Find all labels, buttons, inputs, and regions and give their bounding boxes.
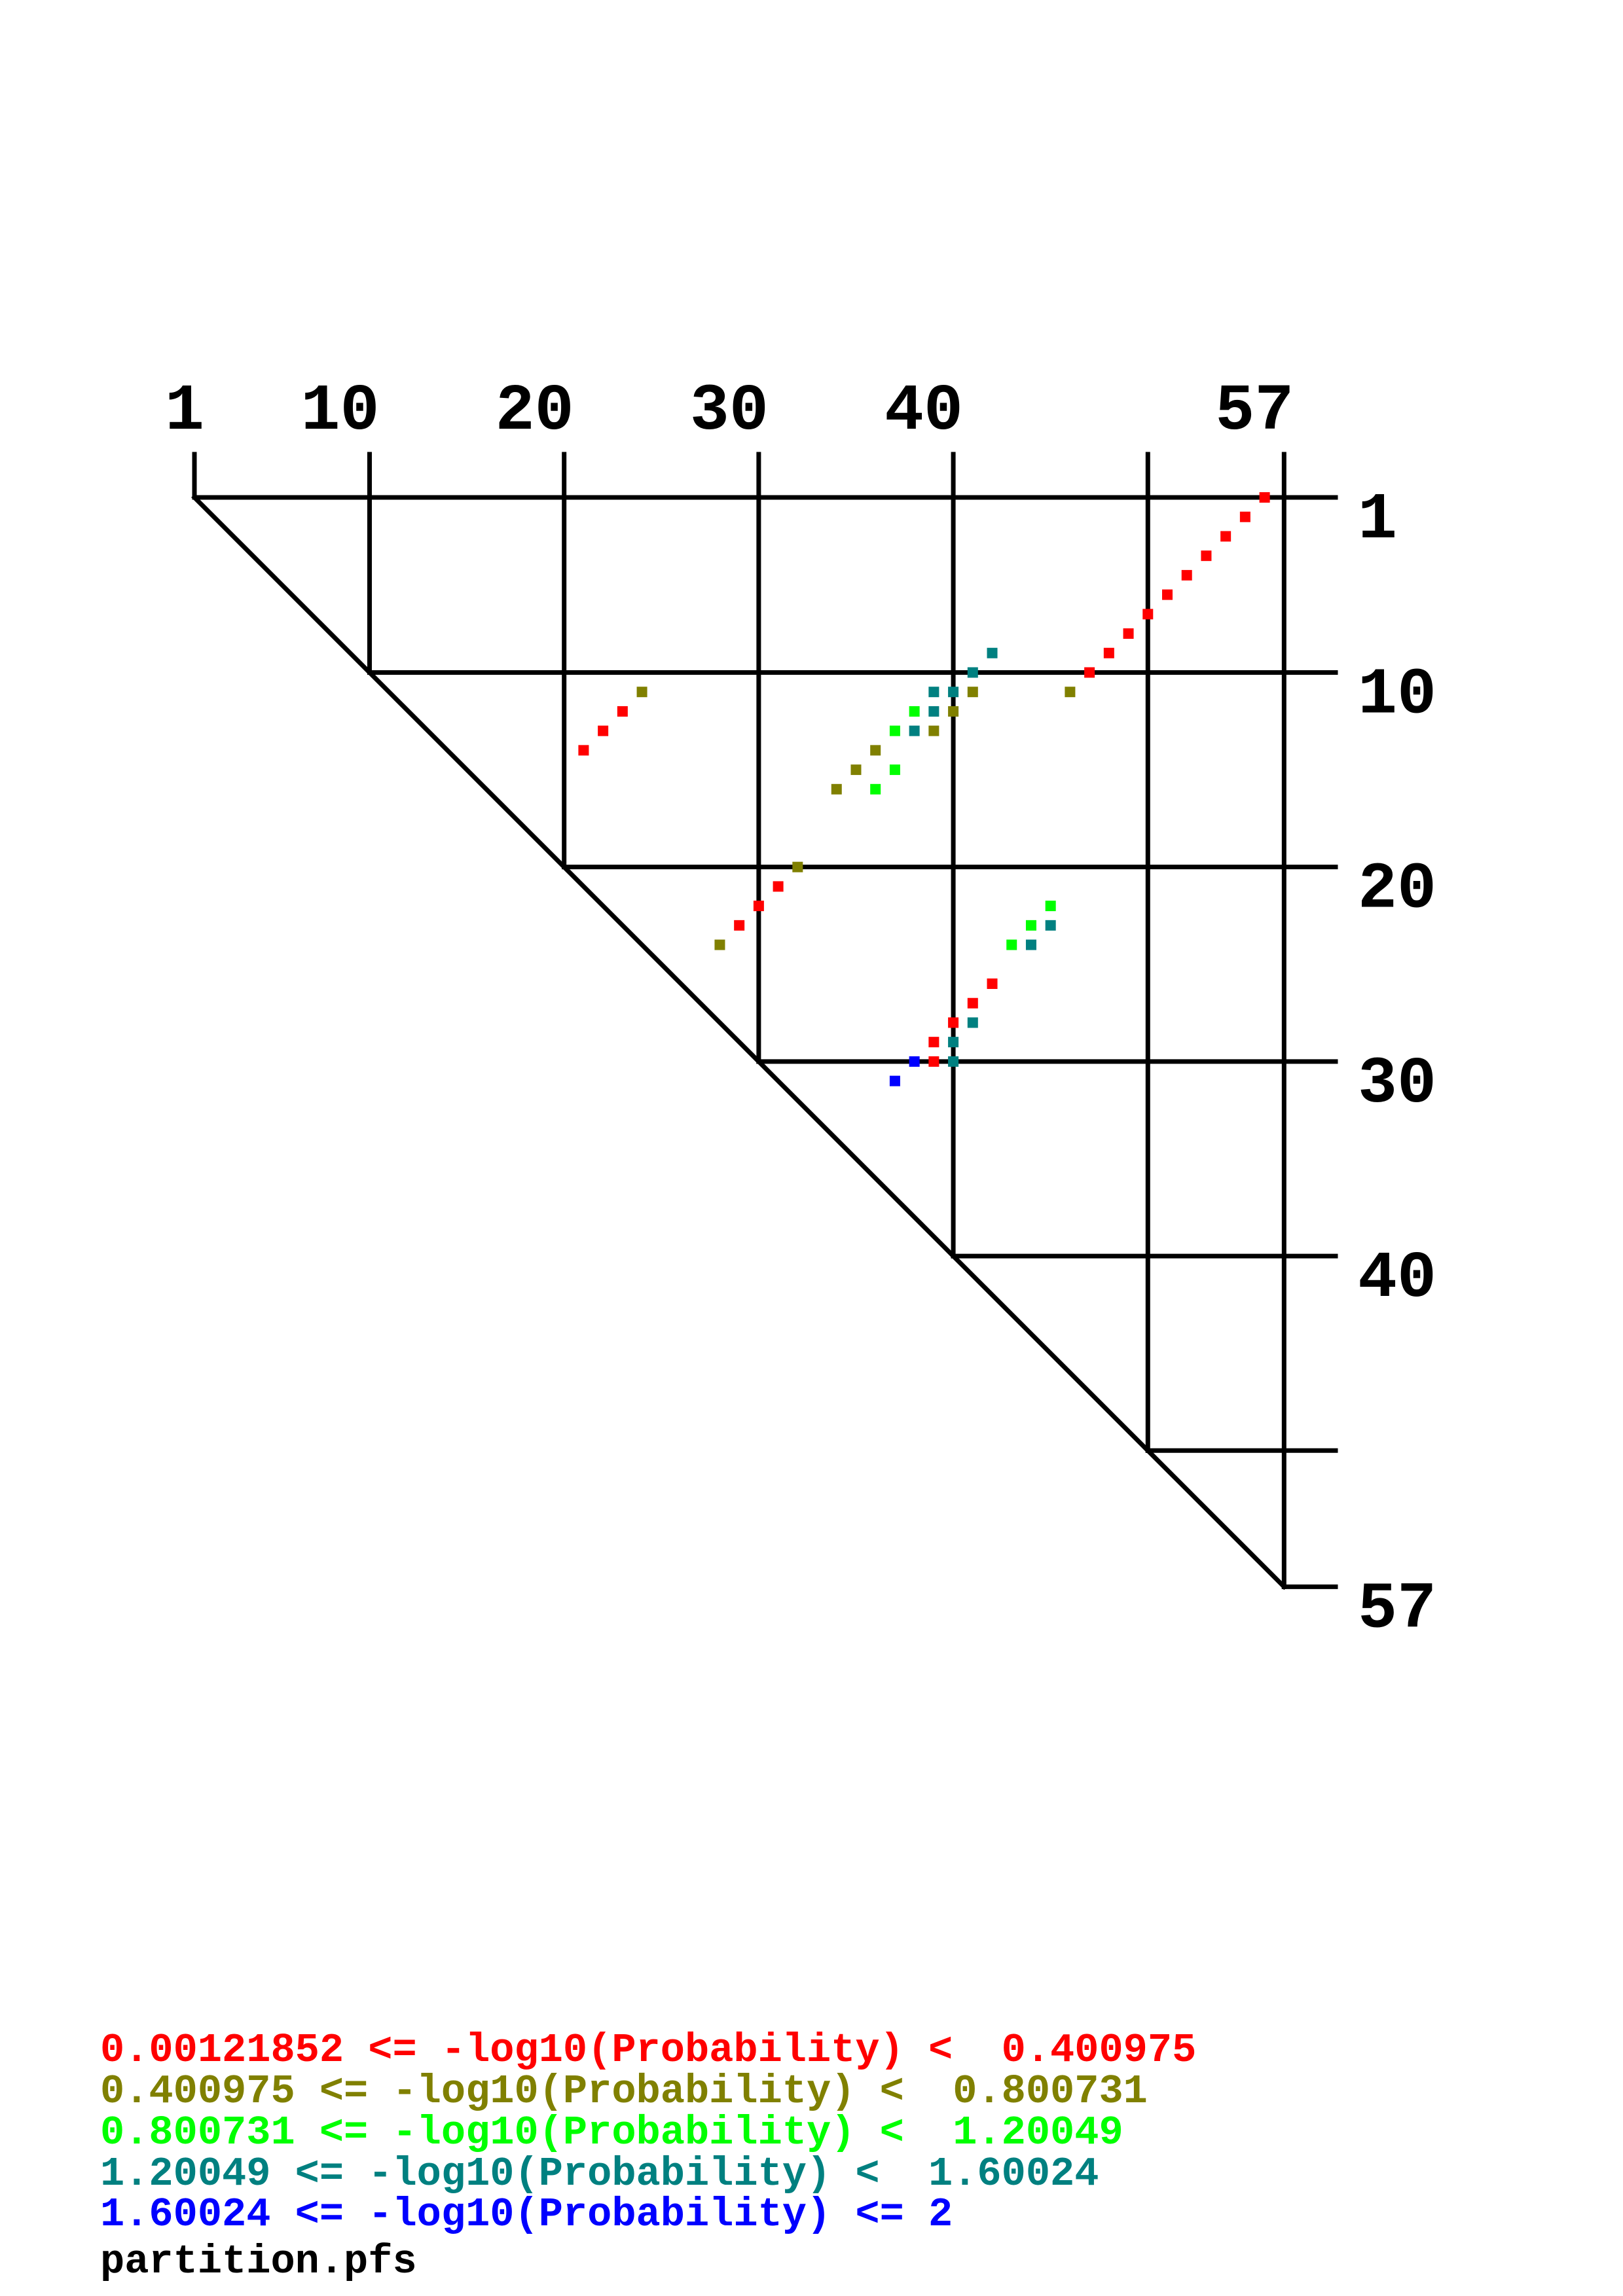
dot-4-53 <box>1201 550 1212 562</box>
top-tick-label-10: 10 <box>301 375 379 449</box>
dot-13-37 <box>889 725 900 736</box>
dot-30-39 <box>928 1056 939 1067</box>
dot-31-37 <box>889 1075 900 1086</box>
dot-14-36 <box>870 745 881 756</box>
dot-16-34 <box>831 783 842 795</box>
dot-9-42 <box>987 647 998 658</box>
dot-28-41 <box>967 1017 978 1028</box>
top-tick-label-20: 20 <box>496 375 574 449</box>
dot-6-51 <box>1162 589 1173 600</box>
dot-12-23 <box>617 706 628 717</box>
dot-26-42 <box>987 978 998 989</box>
dot-15-35 <box>850 764 862 776</box>
dot-29-39 <box>928 1037 939 1048</box>
top-tick-label-57: 57 <box>1215 375 1294 449</box>
right-tick-label-10: 10 <box>1358 658 1436 732</box>
dot-30-40 <box>948 1056 959 1067</box>
probability-dots <box>578 492 1270 1086</box>
legend: 0.00121852 <= -log10(Probability) < 0.40… <box>100 2027 1196 2285</box>
grid-lines <box>191 452 1338 1590</box>
dot-22-45 <box>1045 901 1056 912</box>
dot-11-39 <box>928 687 939 698</box>
dot-11-24 <box>636 687 647 698</box>
dot-21-31 <box>773 881 784 892</box>
dot-12-38 <box>909 706 920 717</box>
dot-14-21 <box>578 745 589 756</box>
dot-13-38 <box>909 725 920 736</box>
dot-8-49 <box>1123 628 1134 639</box>
legend-entry-1: 0.400975 <= -log10(Probability) < 0.8007… <box>100 2068 1148 2115</box>
dot-30-38 <box>909 1056 920 1067</box>
dot-15-37 <box>889 764 900 776</box>
diagonal-line <box>191 494 1288 1590</box>
tick-labels: 1 10 20 30 40 57 1 10 20 30 40 57 <box>165 375 1436 1647</box>
dot-22-30 <box>753 901 764 912</box>
dot-24-28 <box>714 939 725 950</box>
dot-23-29 <box>734 920 745 931</box>
dot-11-40 <box>948 687 959 698</box>
dot-12-39 <box>928 706 939 717</box>
dot-1-56 <box>1259 492 1270 503</box>
dot-5-52 <box>1181 569 1192 581</box>
dot-23-45 <box>1045 920 1056 931</box>
dot-13-22 <box>598 725 609 736</box>
dot-27-41 <box>967 997 978 1009</box>
legend-entry-4: 1.60024 <= -log10(Probability) <= 2 <box>100 2191 953 2238</box>
dot-7-50 <box>1142 609 1154 620</box>
dot-2-55 <box>1239 511 1250 522</box>
dot-28-40 <box>948 1017 959 1028</box>
top-tick-label-1: 1 <box>165 375 204 449</box>
dot-16-36 <box>870 783 881 795</box>
dot-13-39 <box>928 725 939 736</box>
right-tick-label-57: 57 <box>1358 1573 1436 1647</box>
right-tick-label-1: 1 <box>1358 484 1397 558</box>
dot-24-43 <box>1006 939 1017 950</box>
top-tick-label-30: 30 <box>690 375 769 449</box>
legend-entry-2: 0.800731 <= -log10(Probability) < 1.2004… <box>100 2109 1123 2156</box>
dot-20-32 <box>792 861 803 872</box>
dot-11-46 <box>1065 687 1076 698</box>
right-tick-label-20: 20 <box>1358 853 1436 927</box>
dot-10-47 <box>1084 667 1095 678</box>
dot-9-48 <box>1103 647 1114 658</box>
right-tick-label-30: 30 <box>1358 1048 1436 1122</box>
legend-entry-0: 0.00121852 <= -log10(Probability) < 0.40… <box>100 2027 1196 2073</box>
right-tick-label-40: 40 <box>1358 1242 1436 1316</box>
dot-29-40 <box>948 1037 959 1048</box>
dot-11-41 <box>967 687 978 698</box>
dot-3-54 <box>1220 531 1231 542</box>
top-tick-label-40: 40 <box>884 375 963 449</box>
dot-12-40 <box>948 706 959 717</box>
legend-entry-3: 1.20049 <= -log10(Probability) < 1.60024 <box>100 2151 1099 2197</box>
dot-23-44 <box>1025 920 1036 931</box>
filename-label: partition.pfs <box>100 2238 417 2285</box>
dot-10-41 <box>967 667 978 678</box>
dot-24-44 <box>1025 939 1036 950</box>
